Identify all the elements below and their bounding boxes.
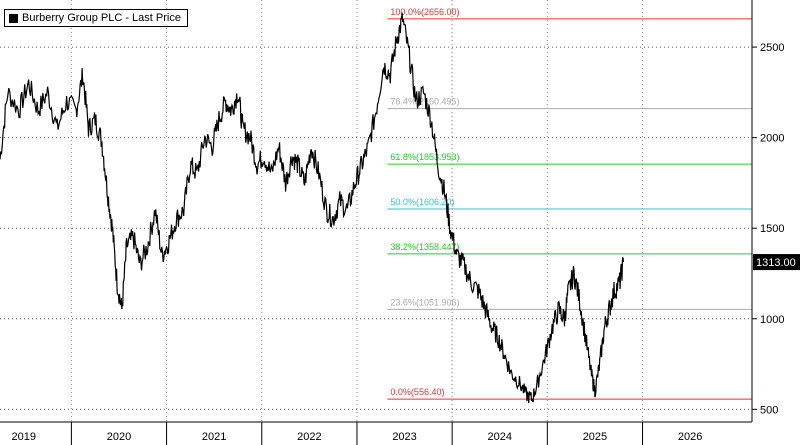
last-price-tag — [753, 254, 800, 271]
legend: Burberry Group PLC - Last Price — [4, 9, 188, 27]
x-tick-label: 2026 — [678, 431, 702, 443]
y-tick-label: 500 — [760, 404, 778, 416]
x-tick-label: 2021 — [202, 431, 226, 443]
fib-label: 100.0%(2656.00) — [390, 7, 459, 17]
fib-label: 50.0%(1606.20) — [390, 197, 454, 207]
y-tick-label: 1500 — [760, 223, 784, 235]
fib-label: 23.6%(1051.906) — [390, 297, 459, 307]
x-tick-label: 2025 — [583, 431, 607, 443]
x-tick-label: 2020 — [107, 431, 131, 443]
y-tick-label: 2000 — [760, 133, 784, 145]
fibonacci-levels: 100.0%(2656.00)76.4%(2160.495)61.8%(1853… — [387, 7, 752, 400]
last-price-label: 1313.00 — [756, 257, 796, 269]
price-line — [0, 12, 625, 404]
legend-label: Burberry Group PLC - Last Price — [22, 12, 181, 24]
x-tick-label: 2023 — [392, 431, 416, 443]
price-series — [0, 12, 625, 404]
y-tick-label: 1000 — [760, 314, 784, 326]
fib-label: 61.8%(1853.953) — [390, 152, 459, 162]
y-tick-label: 2500 — [760, 42, 784, 54]
x-tick-label: 2022 — [297, 431, 321, 443]
fib-label: 0.0%(556.40) — [390, 387, 444, 397]
x-tick-label: 2019 — [12, 431, 36, 443]
grid — [0, 0, 752, 422]
legend-swatch — [9, 13, 18, 23]
x-tick-label: 2024 — [488, 431, 512, 443]
fib-label: 38.2%(1358.447) — [390, 242, 459, 252]
